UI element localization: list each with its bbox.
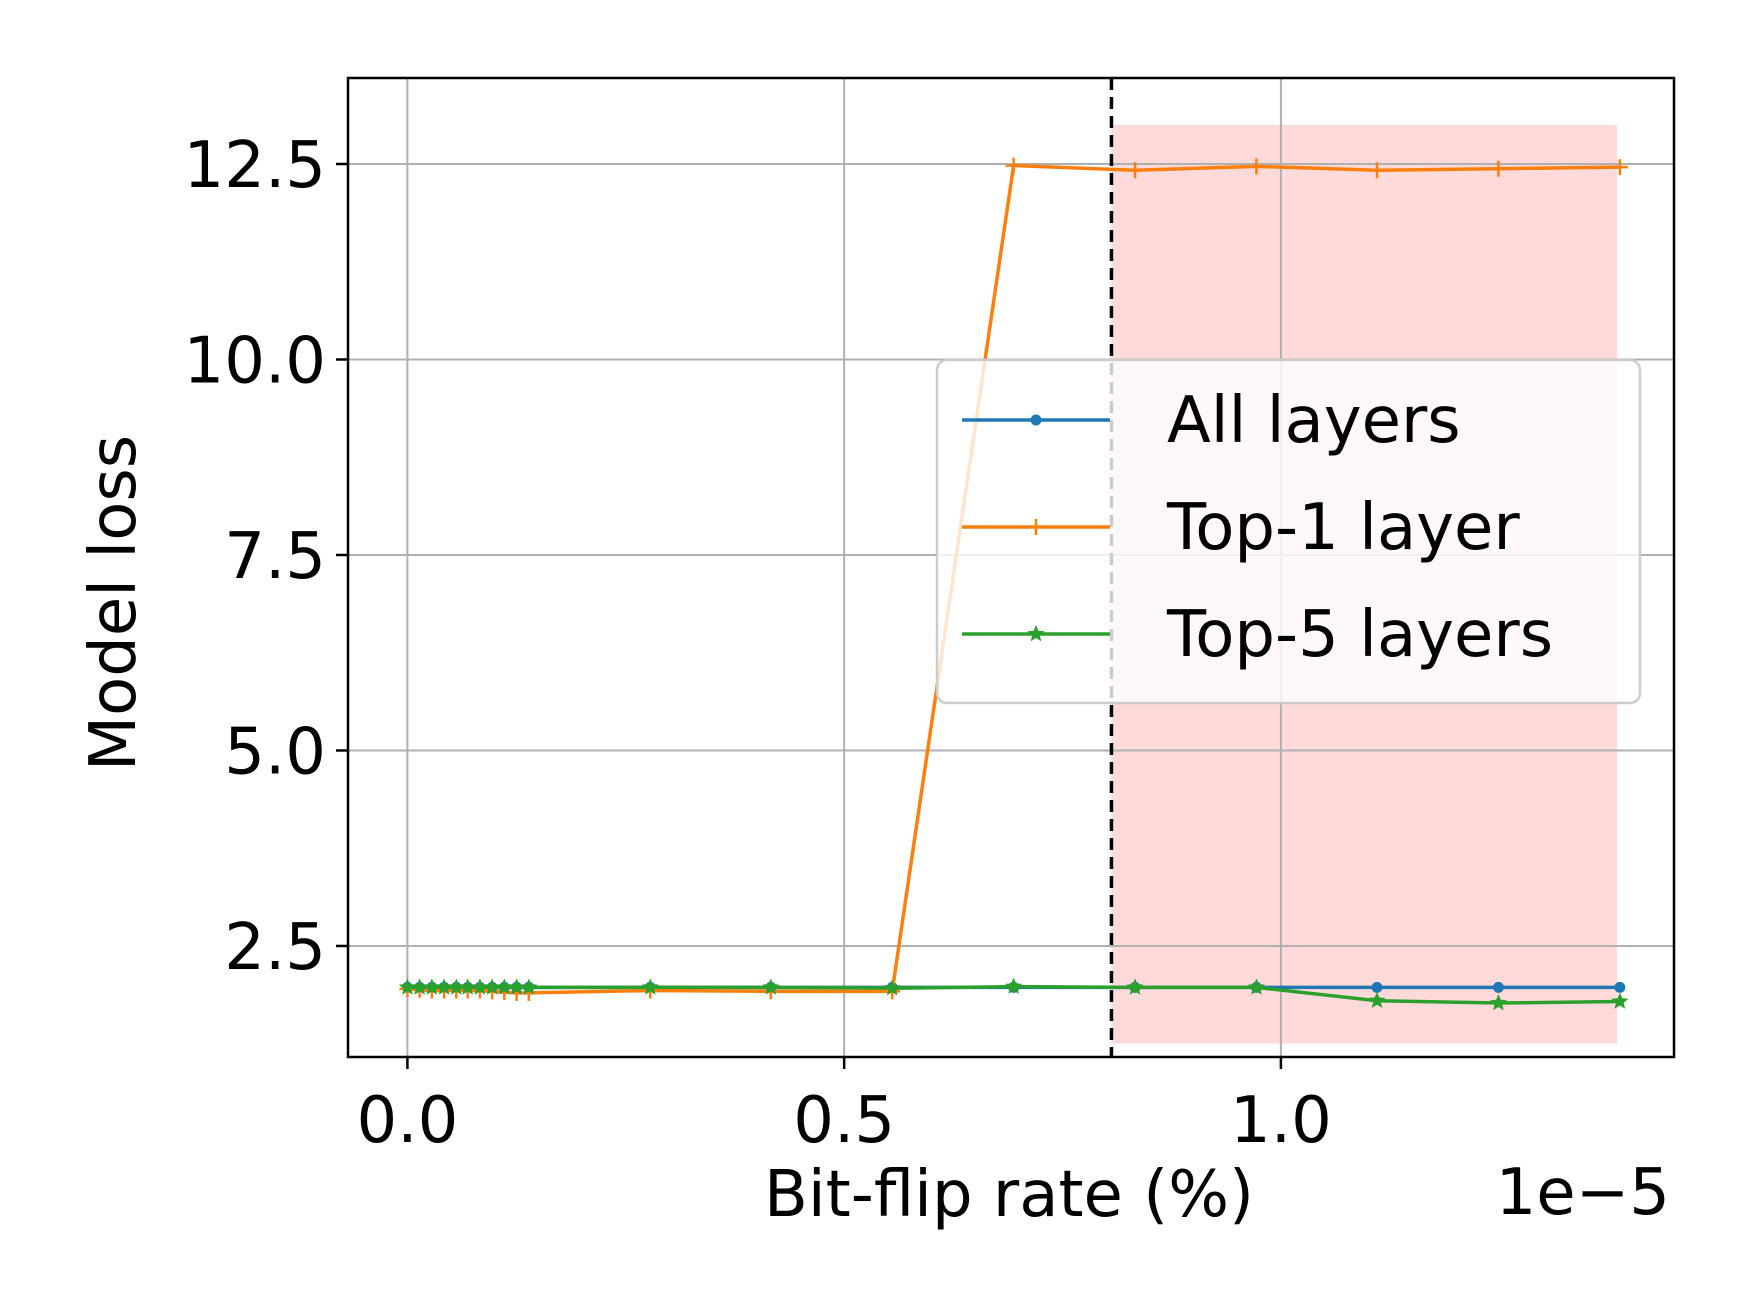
data-point-s2-17	[1248, 158, 1265, 175]
x-tick-label-0: 0.0	[357, 1084, 459, 1158]
data-point-s3-15	[1005, 977, 1023, 994]
legend: All layers Top-1 layer Top-5 layers	[935, 358, 1642, 705]
legend-box	[935, 358, 1642, 705]
y-tick-label-3: 10.0	[184, 325, 327, 399]
legend-swatch-marker	[1027, 625, 1045, 642]
data-point-s3-12	[641, 978, 659, 995]
data-point-s2-19	[1490, 160, 1507, 177]
data-point-s3-6	[459, 978, 477, 995]
data-point-s3-11	[520, 978, 538, 995]
data-point-s3-17	[1247, 978, 1266, 995]
legend-item-1: All layers	[962, 384, 1461, 458]
data-point-s3-19	[1489, 994, 1507, 1011]
legend-swatch-marker	[1028, 519, 1044, 535]
legend-label: Top-1 layer	[1166, 491, 1520, 565]
data-point-s1-20	[1614, 981, 1626, 993]
data-point-s3-18	[1368, 991, 1386, 1008]
y-axis-label: Model loss	[77, 435, 151, 771]
legend-label: Top-5 layers	[1166, 598, 1553, 672]
data-point-s3-7	[471, 978, 489, 995]
data-point-s2-20	[1611, 159, 1628, 176]
legend-label: All layers	[1167, 384, 1461, 458]
data-point-s3-1	[398, 978, 416, 995]
y-tick-label-2: 7.5	[224, 520, 326, 594]
axes-frame	[346, 76, 1676, 1059]
data-point-s1-19	[1492, 981, 1504, 993]
data-point-s3-5	[447, 978, 465, 995]
data-point-s3-4	[435, 978, 453, 995]
data-point-s3-16	[1126, 978, 1144, 995]
legend-item-3: Top-5 layers	[962, 598, 1553, 672]
x-axis-label: Bit-flip rate (%)	[764, 1158, 1254, 1232]
series-3	[398, 977, 1629, 1011]
data-point-s2-16	[1127, 162, 1144, 179]
data-point-s1-18	[1371, 981, 1383, 993]
data-point-s3-9	[495, 978, 513, 995]
x-offset-label: 1e−5	[1496, 1156, 1670, 1230]
data-point-s3-14	[883, 979, 901, 996]
data-point-s3-10	[508, 978, 526, 995]
data-point-s3-8	[483, 978, 501, 995]
y-tick-label-0: 2.5	[224, 911, 326, 985]
data-point-s2-18	[1369, 162, 1385, 179]
x-tick-label-1: 0.5	[793, 1084, 895, 1158]
data-point-s3-2	[411, 978, 429, 995]
data-point-s3-20	[1611, 992, 1629, 1009]
data-point-s3-13	[762, 978, 780, 995]
y-tick-label-1: 5.0	[224, 715, 326, 789]
y-tick-label-4: 12.5	[184, 129, 327, 203]
data-point-s3-3	[423, 978, 441, 995]
data-point-s2-15	[1005, 157, 1022, 174]
legend-item-2: Top-1 layer	[962, 491, 1520, 565]
x-tick-label-2: 1.0	[1230, 1084, 1332, 1158]
legend-swatch-marker	[1030, 414, 1042, 426]
